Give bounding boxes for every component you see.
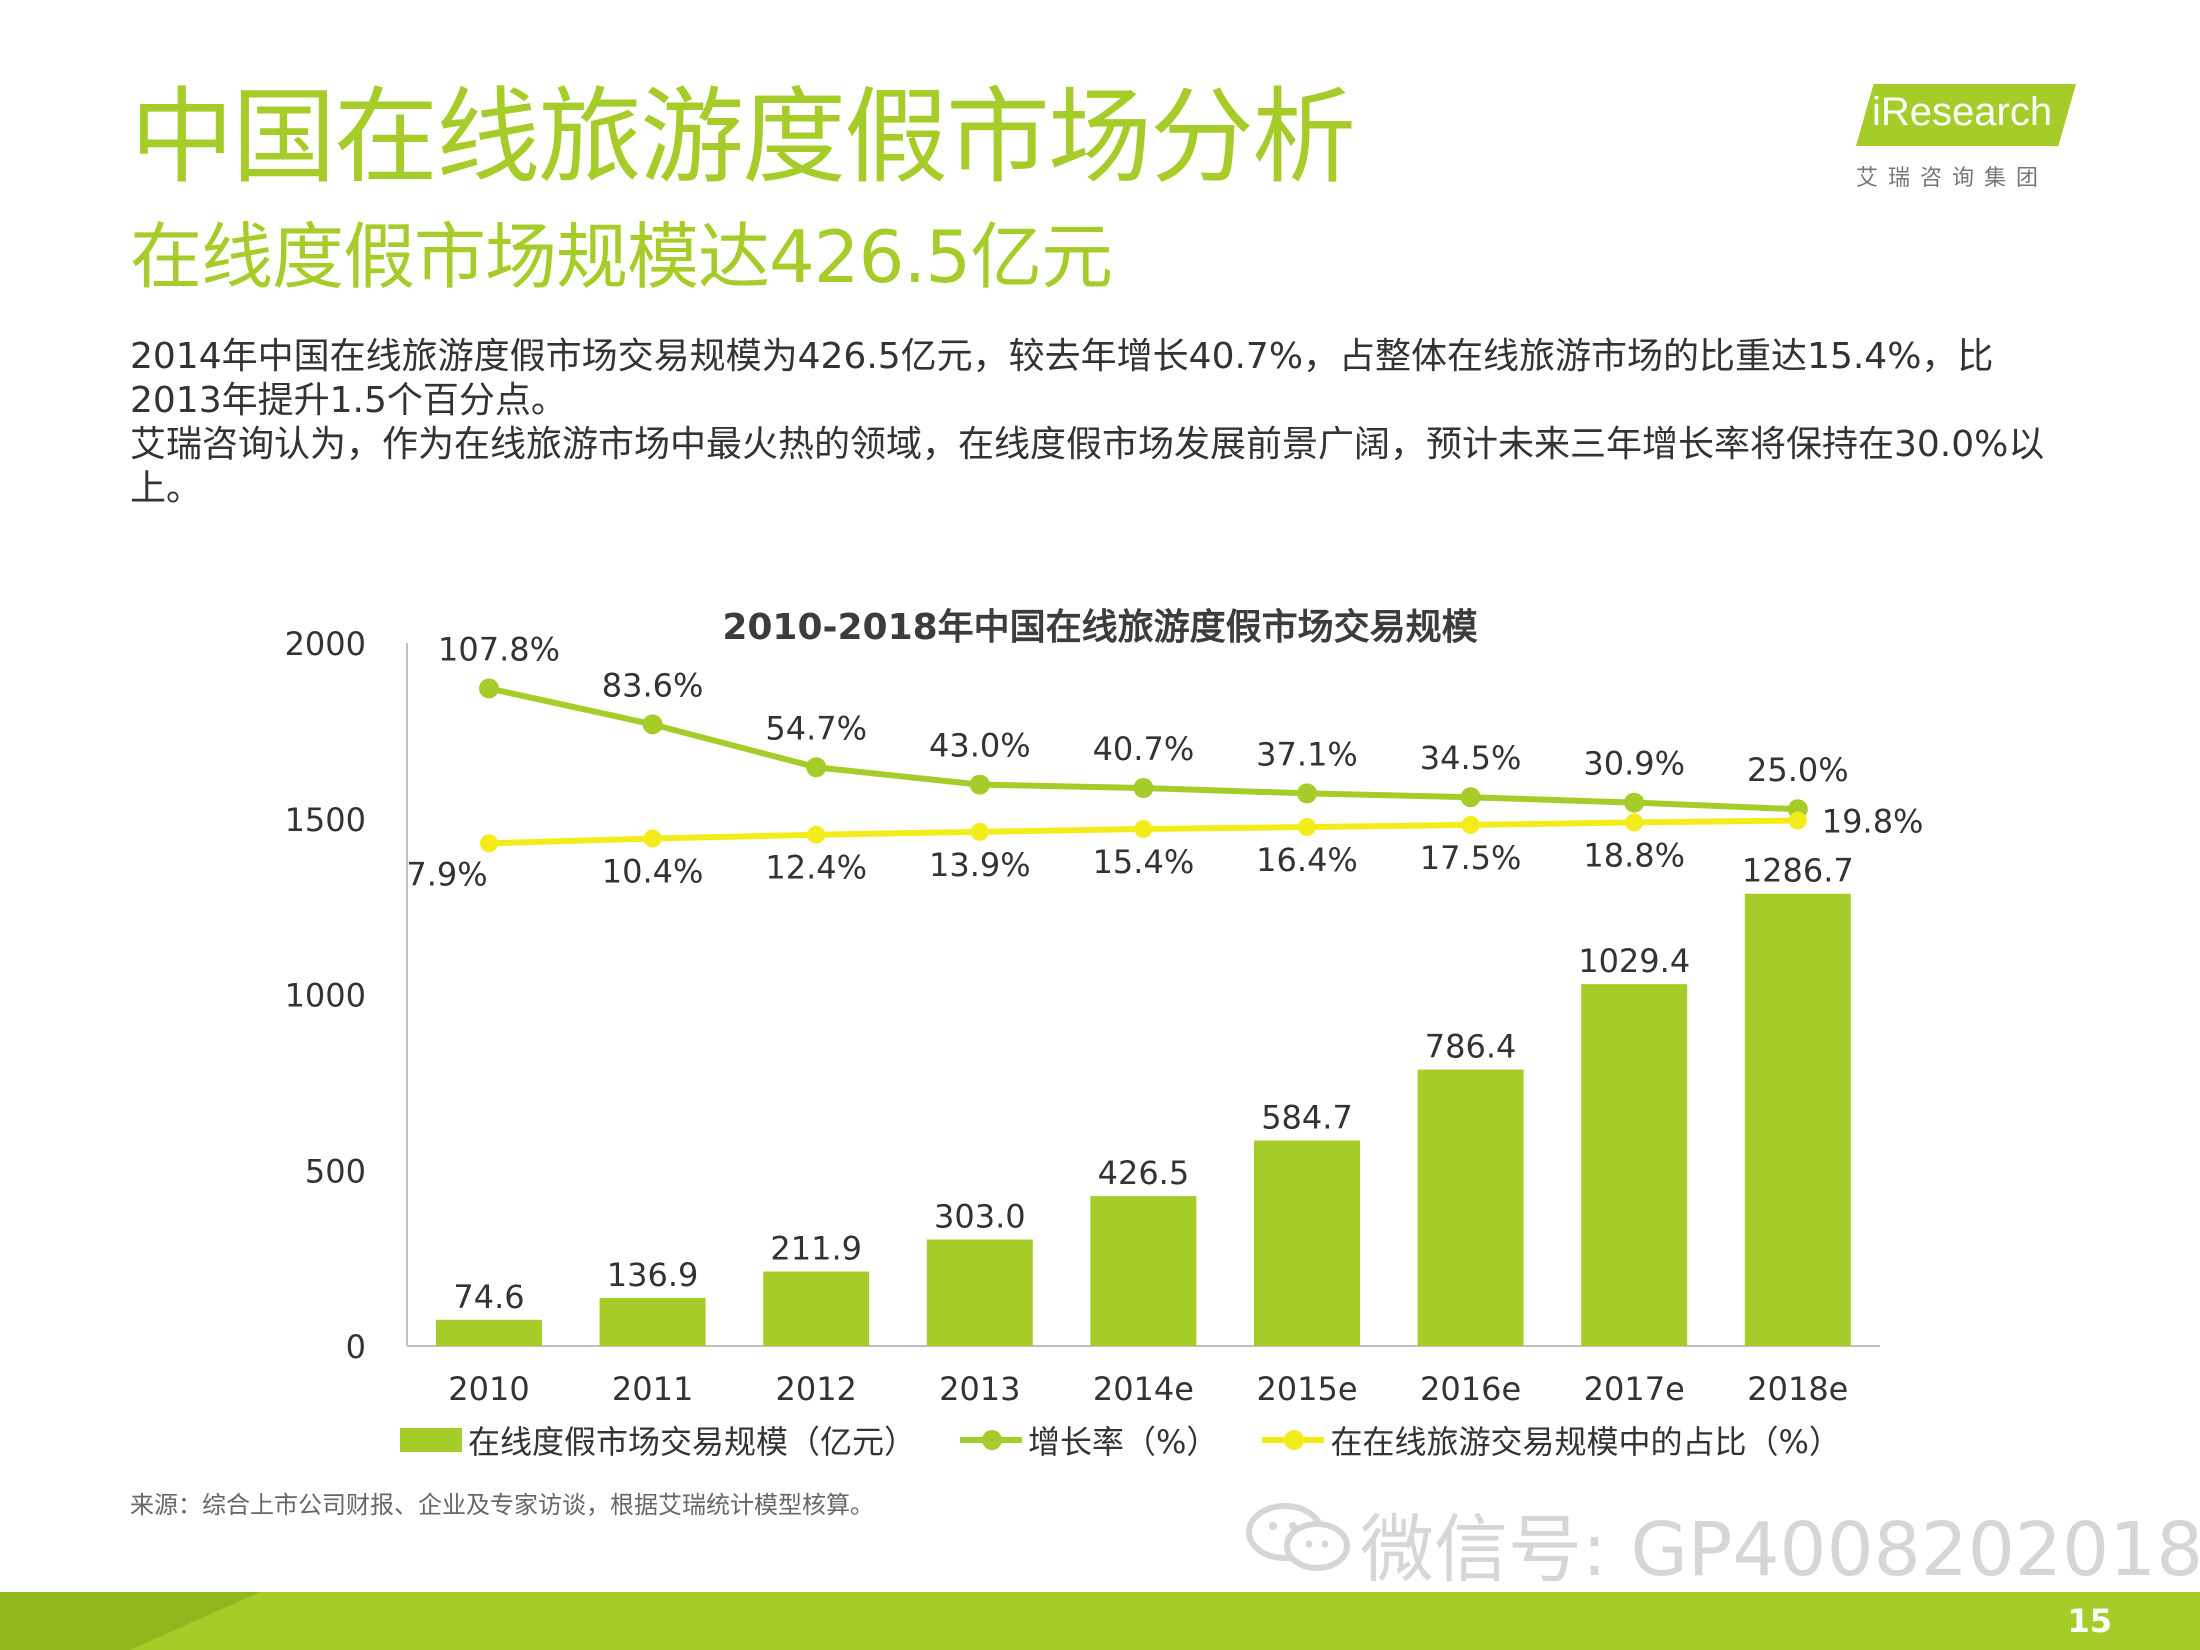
- legend-item-growth: 增长率（%）: [960, 1417, 1218, 1463]
- growth-value-label: 83.6%: [602, 666, 704, 704]
- source-note: 来源：综合上市公司财报、企业及专家访谈，根据艾瑞统计模型核算。: [130, 1491, 874, 1519]
- share-value-label: 18.8%: [1583, 836, 1685, 874]
- x-tick-label: 2017e: [1584, 1370, 1685, 1408]
- x-tick-label: 2010: [448, 1370, 529, 1408]
- share-point: [1625, 813, 1644, 832]
- y-tick-label: 2000: [285, 625, 366, 663]
- bar-value-label: 1029.4: [1578, 942, 1690, 980]
- summary-paragraph-1: 2014年中国在线旅游度假市场交易规模为426.5亿元，较去年增长40.7%，占…: [130, 336, 1994, 421]
- legend-item-share: 在在线旅游交易规模中的占比（%）: [1262, 1417, 1841, 1463]
- share-value-label: 19.8%: [1822, 803, 1924, 841]
- bar: [599, 1297, 706, 1346]
- x-tick-label: 2016e: [1420, 1370, 1521, 1408]
- bar-value-label: 211.9: [770, 1230, 862, 1268]
- growth-point: [1460, 787, 1481, 808]
- bar-value-label: 426.5: [1098, 1154, 1190, 1192]
- watermark: 微信号: GP4008202018: [1360, 1507, 2200, 1593]
- growth-value-label: 34.5%: [1420, 739, 1522, 777]
- share-point: [480, 834, 498, 853]
- summary-paragraph-2: 艾瑞咨询认为，作为在线旅游市场中最火热的领域，在线度假市场发展前景广阔，预计未来…: [130, 424, 2045, 509]
- bar: [1417, 1069, 1524, 1346]
- bar-value-label: 786.4: [1425, 1028, 1517, 1066]
- market-size-chart: 0 500 1000 1500 2000 74.6 136.9 211.9 303.0 426.5…: [285, 625, 1924, 1408]
- share-value-label: 15.4%: [1093, 843, 1195, 881]
- share-value-label: 16.4%: [1256, 841, 1358, 879]
- growth-value-label: 107.8%: [438, 630, 560, 668]
- bar: [763, 1271, 870, 1346]
- growth-value-label: 30.9%: [1583, 745, 1685, 783]
- bar: [1090, 1196, 1197, 1346]
- x-tick-label: 2018e: [1747, 1370, 1848, 1408]
- growth-point: [1297, 783, 1317, 804]
- share-value-label: 17.5%: [1420, 839, 1522, 877]
- share-point: [643, 829, 662, 848]
- page-subtitle: 在线度假市场规模达426.5亿元: [130, 215, 1113, 299]
- x-tick-label: 2011: [612, 1370, 693, 1408]
- chart-title: 2010-2018年中国在线旅游度假市场交易规模: [722, 607, 1478, 648]
- logo-subtext: 艾瑞咨询集团: [1856, 166, 2049, 191]
- x-tick-label: 2015e: [1256, 1370, 1357, 1408]
- legend-share-swatch: [1262, 1430, 1325, 1450]
- x-tick-label: 2013: [939, 1370, 1020, 1408]
- legend-bar-label: 在线度假市场交易规模（亿元）: [468, 1423, 917, 1461]
- share-point: [970, 822, 989, 841]
- y-tick-label: 500: [305, 1152, 366, 1190]
- bar-value-label: 1286.7: [1742, 852, 1854, 890]
- share-point: [1134, 819, 1153, 838]
- share-value-label: 7.9%: [406, 855, 487, 893]
- page-number: 15: [2067, 1602, 2112, 1640]
- growth-value-label: 54.7%: [765, 709, 867, 747]
- legend-growth-swatch: [960, 1430, 1023, 1450]
- x-tick-label: 2014e: [1093, 1370, 1194, 1408]
- summary-text: 2014年中国在线旅游度假市场交易规模为426.5亿元，较去年增长40.7%，占…: [130, 335, 2080, 511]
- y-tick-label: 1000: [285, 977, 366, 1015]
- share-point: [807, 825, 826, 844]
- growth-value-label: 43.0%: [929, 727, 1031, 765]
- bar: [1581, 984, 1688, 1346]
- growth-point: [1624, 792, 1645, 813]
- iresearch-logo: iResearch 艾瑞咨询集团: [1850, 80, 2080, 191]
- logo-text: iResearch: [1872, 90, 2053, 134]
- growth-value-label: 40.7%: [1093, 730, 1195, 768]
- growth-value-label: 37.1%: [1256, 735, 1358, 773]
- share-value-label: 13.9%: [929, 846, 1031, 884]
- y-tick-label: 0: [346, 1328, 366, 1366]
- bar: [436, 1319, 542, 1346]
- page-title: 中国在线旅游度假市场分析: [130, 76, 1356, 198]
- bar-value-label: 303.0: [934, 1197, 1026, 1235]
- share-point: [1788, 811, 1807, 830]
- legend-bar-swatch: [400, 1428, 462, 1452]
- bar-value-label: 74.6: [453, 1278, 524, 1316]
- chart-legend: 在线度假市场交易规模（亿元） 增长率（%） 在在线旅游交易规模中的占比（%）: [400, 1417, 1885, 1463]
- legend-item-bar: 在线度假市场交易规模（亿元）: [400, 1417, 916, 1463]
- growth-value-label: 25.0%: [1747, 751, 1849, 789]
- legend-share-label: 在在线旅游交易规模中的占比（%）: [1330, 1423, 1841, 1461]
- growth-point: [806, 757, 827, 778]
- logo-banner: [1856, 84, 2076, 146]
- bar: [1254, 1140, 1360, 1346]
- growth-point: [969, 774, 990, 795]
- growth-point: [479, 678, 499, 699]
- growth-point: [1133, 778, 1154, 799]
- bar: [1744, 893, 1851, 1346]
- legend-growth-label: 增长率（%）: [1028, 1423, 1219, 1461]
- share-point: [1461, 815, 1480, 834]
- footer-bar: [0, 1592, 2200, 1650]
- bar-value-label: 136.9: [607, 1256, 699, 1294]
- share-point: [1298, 818, 1316, 837]
- share-value-label: 10.4%: [602, 853, 704, 891]
- wechat-icon: [1246, 1503, 1350, 1571]
- growth-point: [642, 714, 663, 735]
- y-tick-label: 1500: [285, 801, 366, 839]
- share-value-label: 12.4%: [765, 849, 867, 887]
- bar: [926, 1239, 1033, 1346]
- x-tick-label: 2012: [775, 1370, 856, 1408]
- bar-value-label: 584.7: [1261, 1098, 1353, 1136]
